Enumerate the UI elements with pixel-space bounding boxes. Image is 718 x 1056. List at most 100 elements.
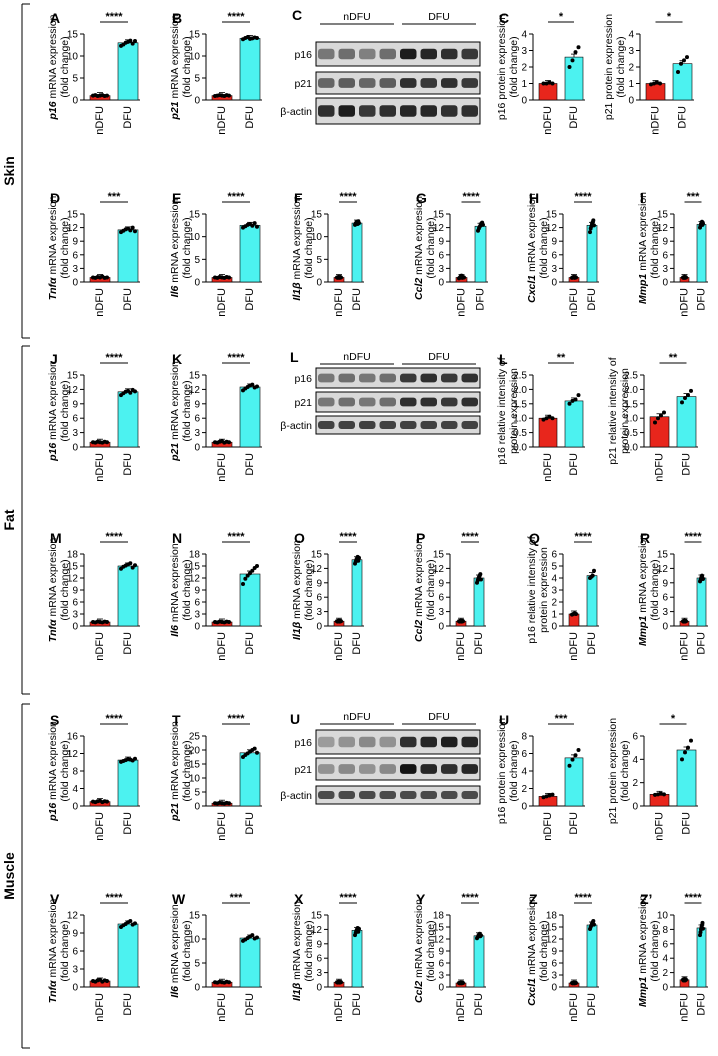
y-label-text: mRNA expression <box>291 195 303 282</box>
y-axis-label-2: (fold change) <box>181 217 193 278</box>
y-tick-label: 3 <box>521 46 527 57</box>
y-tick-label: 0 <box>551 983 557 994</box>
y-tick-label: 1 <box>551 610 557 621</box>
y-tick-label: 9 <box>551 947 557 958</box>
data-point <box>479 577 483 582</box>
y-axis-label-2: (fold change) <box>59 217 71 278</box>
blot-band <box>318 764 335 774</box>
blot-band <box>338 791 355 799</box>
blot-band <box>318 105 335 117</box>
y-tick-label: 0 <box>551 622 557 633</box>
significance-label: ** <box>557 352 566 364</box>
y-label-text: mRNA expresion <box>291 901 303 983</box>
y-tick-label: 9 <box>72 929 78 940</box>
y-tick-label: 1.5 <box>513 399 527 410</box>
chart-panel-H: H 0 3 6 9 12 15 nDFU DFU **** Cxcl1 mRNA expresion… <box>526 190 599 317</box>
chart-panel-E: E 0 5 10 15 nDFU DFU **** Il6 mRNA expression (fo… <box>169 190 262 317</box>
blot-band <box>359 48 376 60</box>
section-skin: Skin <box>1 3 30 339</box>
y-tick-label: 5 <box>194 788 200 799</box>
data-point <box>241 582 245 586</box>
y-tick-label: 15 <box>67 562 79 573</box>
y-tick-label: 3 <box>662 264 668 275</box>
data-point <box>652 81 656 86</box>
data-point <box>679 61 683 66</box>
y-tick-label: 0 <box>194 96 200 107</box>
bar-DFU <box>564 400 584 448</box>
x-tick-label: DFU <box>122 288 134 311</box>
y-axis-label-2: (fold change) <box>649 217 661 278</box>
y-tick-label: 9 <box>551 237 557 248</box>
y-tick-label: 3 <box>438 264 444 275</box>
data-point <box>700 920 705 925</box>
blot-band <box>359 421 376 429</box>
y-tick-label: 3 <box>438 607 444 618</box>
y-label-gene: Il6 <box>169 986 181 998</box>
data-point <box>662 410 666 415</box>
panel-letter: M <box>50 530 62 546</box>
data-point <box>481 222 485 227</box>
y-tick-label: 0 <box>628 96 634 107</box>
y-tick-label: 0.5 <box>513 428 527 439</box>
chart-panel-U: U 0 2 4 6 8 nDFU DFU *** p16 protein expression (f… <box>496 712 585 841</box>
blot-band <box>318 48 335 60</box>
y-tick-label: 12 <box>433 935 445 946</box>
data-point <box>339 980 343 985</box>
blot-membrane <box>315 367 481 389</box>
x-tick-label: nDFU <box>568 632 580 661</box>
panel-letter: L <box>290 349 299 365</box>
y-tick-label: 3 <box>316 607 322 618</box>
data-point <box>588 230 592 235</box>
y-axis-label: Il1β mRNA expression <box>291 195 303 300</box>
y-tick-label: 0 <box>194 443 200 454</box>
y-label-text: mRNA expression <box>169 199 181 286</box>
y-label-gene: Ccl2 <box>413 278 425 300</box>
bar-DFU <box>239 752 261 807</box>
x-tick-label: nDFU <box>333 993 345 1022</box>
data-point <box>592 223 596 228</box>
significance-label: **** <box>105 713 123 725</box>
y-axis-label: Tnfα mRNA expresion <box>47 196 59 301</box>
y-tick-label: 15 <box>189 30 201 41</box>
bar-DFU <box>696 224 707 283</box>
x-tick-label: nDFU <box>216 632 228 661</box>
y-tick-label: 6 <box>438 250 444 261</box>
panel-letter: C <box>292 7 302 23</box>
data-point <box>252 221 257 226</box>
data-point <box>685 55 689 60</box>
panel-letter: V <box>50 891 60 907</box>
blot-row-label: β-actin <box>280 106 312 118</box>
data-point <box>255 935 259 940</box>
data-point <box>576 393 581 398</box>
y-tick-label: 3 <box>438 971 444 982</box>
y-tick-label: 3 <box>551 586 557 597</box>
x-tick-label: DFU <box>244 993 256 1016</box>
y-label-gene: Ccl2 <box>413 620 425 642</box>
x-tick-label: DFU <box>244 812 256 835</box>
y-axis-label-2: (fold change) <box>59 36 71 97</box>
data-point <box>701 576 705 581</box>
group-label-dfu: DFU <box>428 351 450 363</box>
y-label-text: mRNA expresion <box>637 534 649 616</box>
y-tick-label: 15 <box>546 210 558 221</box>
blot-band <box>379 736 396 748</box>
blot-band <box>359 764 376 774</box>
panel-letter: Z’ <box>640 891 652 907</box>
data-point <box>653 792 657 797</box>
blot-band <box>420 105 437 117</box>
data-point <box>701 926 705 931</box>
y-axis-label-2: (fold change) <box>181 36 193 97</box>
y-label-text: mRNA expresion <box>47 721 59 803</box>
y-axis-label: Mmp1 mRNA expresion <box>637 895 649 1007</box>
y-axis-label-2: (fold change) <box>508 36 520 97</box>
blot-band <box>420 48 437 60</box>
chart-panel-T: T 0 5 10 15 20 25 nDFU DFU **** p21 mRNA expresion… <box>169 712 262 841</box>
y-tick-label: 5 <box>551 562 557 573</box>
x-tick-label: DFU <box>122 993 134 1016</box>
blot-band <box>359 78 376 88</box>
y-label-text: mRNA expresion <box>47 196 59 278</box>
data-point <box>683 750 687 755</box>
y-tick-label: 12 <box>189 574 201 585</box>
bar-nDFU <box>645 83 666 101</box>
